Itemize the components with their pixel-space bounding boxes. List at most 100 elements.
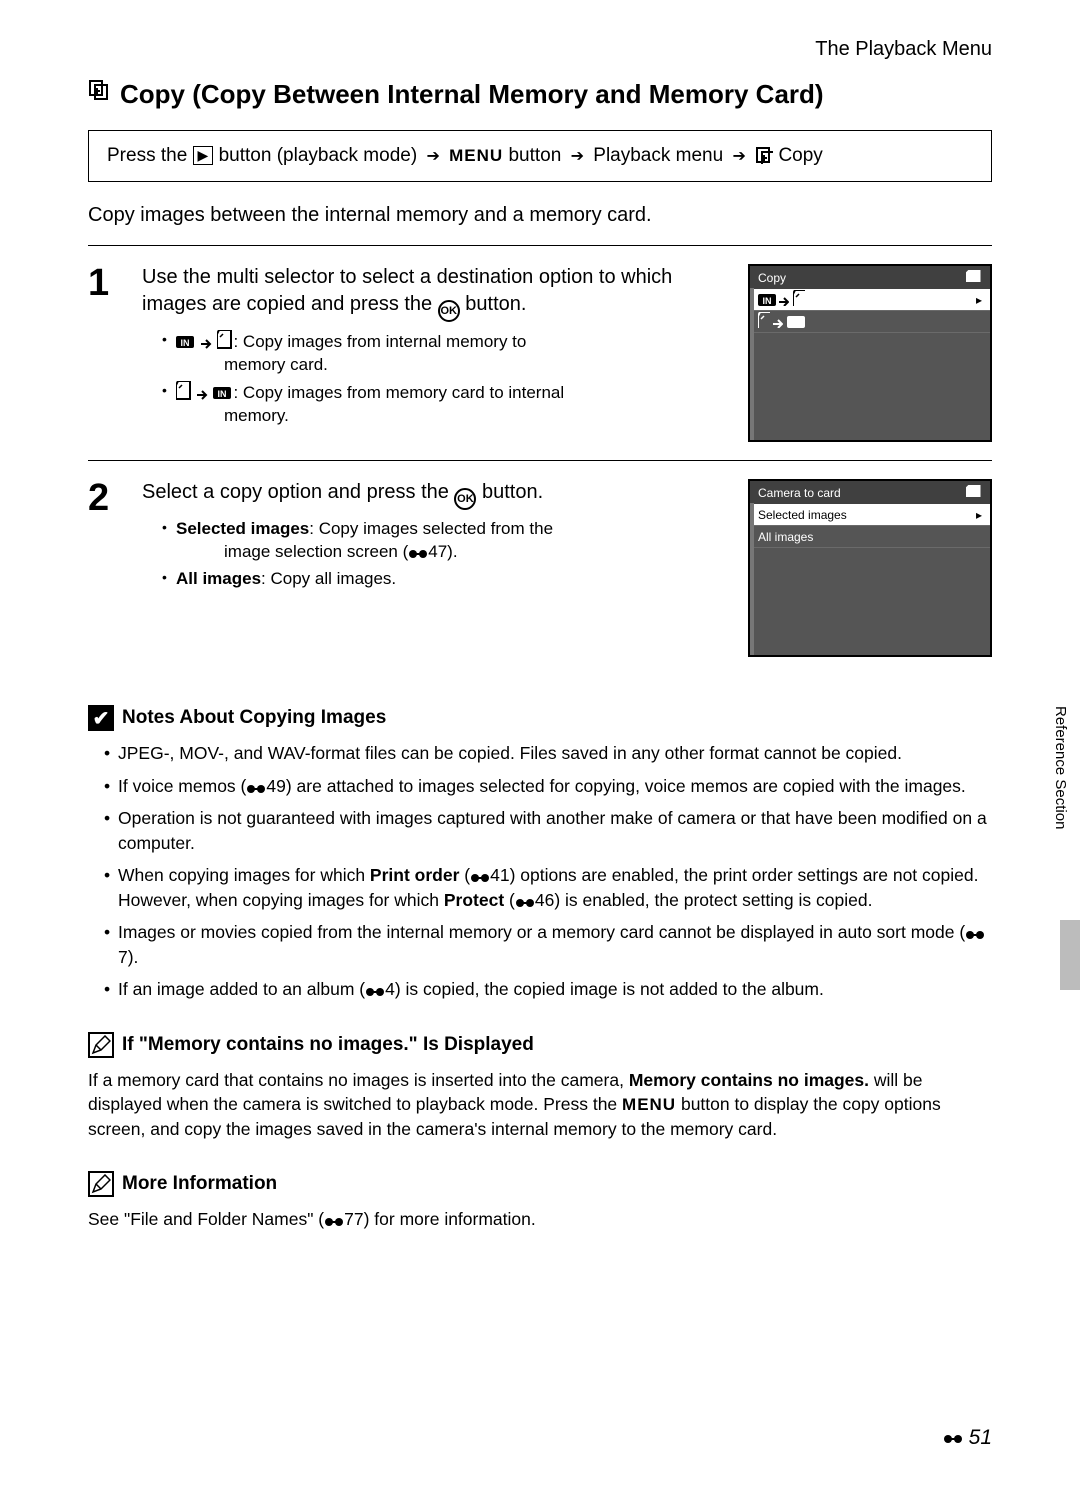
arrow-icon: ➔ <box>732 148 745 165</box>
lcd-row-selected-images[interactable]: Selected images ▸ <box>750 504 990 526</box>
check-icon: ✔ <box>88 705 114 731</box>
notes-title: Notes About Copying Images <box>122 707 386 729</box>
bullet-text: memory card. <box>176 354 730 377</box>
ref-icon <box>943 1426 967 1450</box>
page-number: 51 <box>943 1426 992 1450</box>
ref-icon <box>470 865 490 885</box>
copy-icon <box>88 79 112 110</box>
bullet-text: : Copy images from memory card to intern… <box>233 383 564 402</box>
step2-head: Select a copy option and press the OK bu… <box>142 479 730 510</box>
step-number: 1 <box>88 264 124 442</box>
ok-icon: OK <box>438 300 460 322</box>
lcd-row-all-images[interactable]: All images <box>750 526 990 548</box>
ok-icon: OK <box>454 488 476 510</box>
para-bold: Memory contains no images. <box>629 1070 869 1090</box>
lcd-title: Copy <box>750 266 990 289</box>
notes-title: More Information <box>122 1173 277 1195</box>
breadcrumb-seg: Playback menu <box>593 145 723 166</box>
arrow-icon: ➔ <box>426 148 439 165</box>
bullet-text: : Copy all images. <box>261 569 396 588</box>
notes-heading: ✔ Notes About Copying Images <box>88 705 992 731</box>
step2-bullet-2: All images: Copy all images. <box>162 568 730 591</box>
lcd-title-text: Camera to card <box>758 486 841 500</box>
ref-icon <box>246 776 266 796</box>
step-number: 2 <box>88 479 124 657</box>
notes-item: If an image added to an album (4) is cop… <box>104 977 992 1002</box>
notes-item: JPEG-, MOV-, and WAV-format files can be… <box>104 741 992 766</box>
bullet-label: All images <box>176 569 261 588</box>
notes-item: If voice memos (49) are attached to imag… <box>104 774 992 799</box>
card-icon <box>217 332 233 351</box>
lcd-title: Camera to card <box>750 481 990 504</box>
notes3-body: See "File and Folder Names" ( 77) for mor… <box>88 1207 992 1232</box>
side-tab: Reference Section <box>1052 700 1080 920</box>
ref-icon <box>365 979 385 999</box>
step2-head-b: button. <box>476 481 543 503</box>
lcd-copy-screen: Copy ▸ <box>748 264 992 442</box>
sd-icon <box>966 485 982 500</box>
side-tab-marker <box>1060 920 1080 990</box>
notes-heading: If "Memory contains no images." Is Displ… <box>88 1032 992 1058</box>
header-section: The Playback Menu <box>88 38 992 61</box>
bullet-text: : Copy images selected from the <box>309 519 553 538</box>
sd-icon <box>966 270 982 285</box>
ref-num: 4 <box>385 979 395 999</box>
bullet-text: memory. <box>176 405 730 428</box>
card-icon <box>176 383 192 402</box>
step1-head-a: Use the multi selector to select a desti… <box>142 266 672 315</box>
lcd-row-in-to-card[interactable]: ▸ <box>750 289 990 311</box>
notes2-body: If a memory card that contains no images… <box>88 1068 992 1142</box>
breadcrumb-prefix: Press the <box>107 145 187 166</box>
step1-bullet-2: : Copy images from memory card to intern… <box>162 381 730 428</box>
page-number-value: 51 <box>969 1426 992 1450</box>
ref-icon <box>324 1209 344 1229</box>
step1-head: Use the multi selector to select a desti… <box>142 264 730 322</box>
ref-num: 77 <box>344 1209 363 1229</box>
notes-item: Operation is not guaranteed with images … <box>104 806 992 855</box>
menu-label: MENU <box>622 1095 676 1114</box>
arrow-icon <box>201 332 213 351</box>
copy-icon <box>755 145 773 166</box>
step1-head-b: button. <box>460 293 527 315</box>
ref-icon <box>515 890 535 910</box>
notes-list: JPEG-, MOV-, and WAV-format files can be… <box>88 741 992 1002</box>
lcd-row-label: All images <box>758 530 813 544</box>
pencil-icon <box>88 1171 114 1197</box>
ref-num: 41 <box>490 865 509 885</box>
chevron-right-icon: ▸ <box>976 293 982 307</box>
step-1: 1 Use the multi selector to select a des… <box>88 246 992 460</box>
ref-icon <box>408 542 428 561</box>
step2-head-a: Select a copy option and press the <box>142 481 454 503</box>
step1-bullet-1: : Copy images from internal memory to me… <box>162 330 730 377</box>
side-tab-label: Reference Section <box>1052 700 1075 829</box>
breadcrumb-seg: Copy <box>778 145 822 166</box>
intro-text: Copy images between the internal memory … <box>88 204 992 227</box>
bullet-ref: 47). <box>428 542 457 561</box>
ref-num: 7 <box>118 947 128 967</box>
lcd-row-label: Selected images <box>758 508 847 522</box>
arrow-icon: ➔ <box>571 148 584 165</box>
pencil-icon <box>88 1032 114 1058</box>
menu-label: MENU <box>449 146 503 165</box>
ref-num: 46 <box>535 890 554 910</box>
para-frag: If a memory card that contains no images… <box>88 1070 629 1090</box>
lcd-row-card-to-in[interactable] <box>750 311 990 333</box>
lcd-camera-to-card: Camera to card Selected images ▸ All ima… <box>748 479 992 657</box>
notes-item: When copying images for which Print orde… <box>104 863 992 912</box>
in-icon <box>213 383 233 402</box>
ref-num: 49 <box>266 776 285 796</box>
step2-bullet-1: Selected images: Copy images selected fr… <box>162 518 730 564</box>
bullet-text: : Copy images from internal memory to <box>233 332 526 351</box>
para-frag: See "File and Folder Names" ( <box>88 1209 324 1229</box>
in-icon <box>176 332 196 351</box>
breadcrumb-seg: button (playback mode) <box>219 145 418 166</box>
page-title: Copy (Copy Between Internal Memory and M… <box>88 79 992 110</box>
lcd-title-text: Copy <box>758 271 786 285</box>
para-frag: ) for more information. <box>364 1209 536 1229</box>
arrow-icon <box>197 383 209 402</box>
bullet-text: image selection screen ( <box>224 542 408 561</box>
bullet-label: Selected images <box>176 519 309 538</box>
notes-title: If "Memory contains no images." Is Displ… <box>122 1034 534 1056</box>
breadcrumb: Press the ▶ button (playback mode) ➔ MEN… <box>88 130 992 182</box>
chevron-right-icon: ▸ <box>976 508 982 522</box>
